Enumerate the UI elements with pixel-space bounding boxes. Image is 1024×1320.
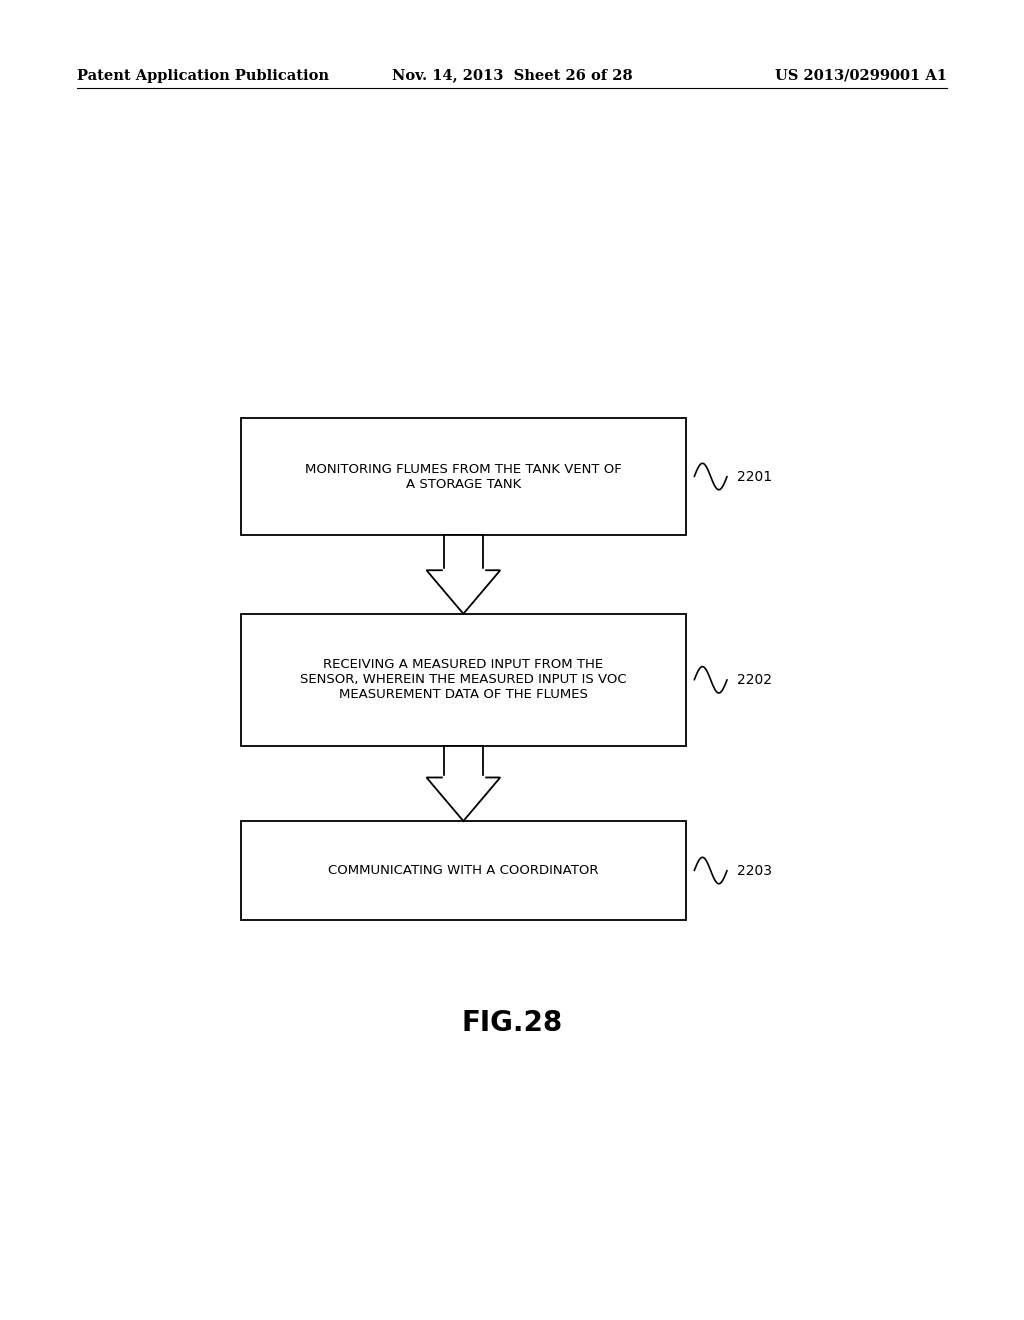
Text: Patent Application Publication: Patent Application Publication (77, 69, 329, 83)
Bar (241, 614, 686, 746)
Text: RECEIVING A MEASURED INPUT FROM THE
SENSOR, WHEREIN THE MEASURED INPUT IS VOC
ME: RECEIVING A MEASURED INPUT FROM THE SENS… (300, 659, 627, 701)
Bar (241, 821, 686, 920)
Text: 2201: 2201 (737, 470, 772, 483)
Text: FIG.28: FIG.28 (462, 1008, 562, 1038)
Text: 2202: 2202 (737, 673, 772, 686)
Polygon shape (427, 570, 500, 614)
Text: COMMUNICATING WITH A COORDINATOR: COMMUNICATING WITH A COORDINATOR (328, 865, 599, 876)
Bar (444, 535, 483, 570)
Text: US 2013/0299001 A1: US 2013/0299001 A1 (775, 69, 947, 83)
Polygon shape (427, 777, 500, 821)
Text: MONITORING FLUMES FROM THE TANK VENT OF
A STORAGE TANK: MONITORING FLUMES FROM THE TANK VENT OF … (305, 462, 622, 491)
Text: 2203: 2203 (737, 863, 772, 878)
Bar (241, 418, 686, 535)
Bar (444, 746, 483, 777)
Text: Nov. 14, 2013  Sheet 26 of 28: Nov. 14, 2013 Sheet 26 of 28 (392, 69, 632, 83)
